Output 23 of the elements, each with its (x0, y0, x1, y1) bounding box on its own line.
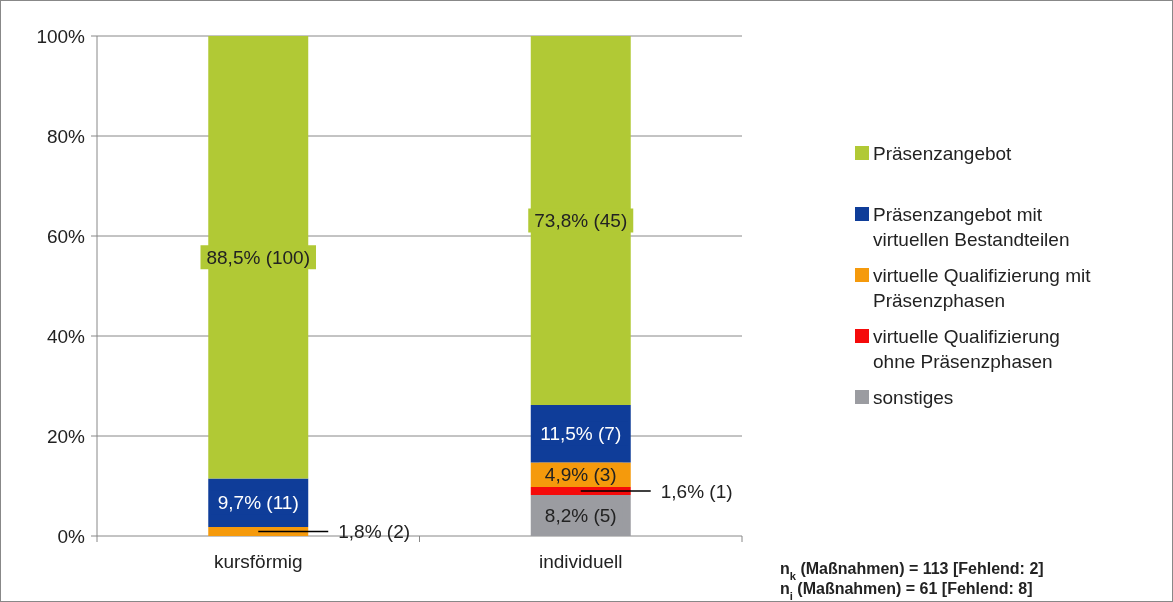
y-tick-label: 80% (46, 125, 86, 147)
y-tick-label: 60% (46, 225, 86, 247)
data-label: 11,5% (7) (540, 423, 622, 445)
data-label: 4,9% (3) (544, 464, 617, 486)
x-tick-label: kursförmig (213, 551, 303, 572)
legend-label: sonstiges (873, 386, 954, 408)
legend-label: virtuelle Qualifizierung mit Präsenzphasen (873, 264, 1092, 311)
legend-label: Präsenzangebot mit virtuellen Bestandteilen (873, 203, 1070, 250)
legend-label: Präsenzangebot (873, 142, 1013, 164)
x-tick-label: individuell (539, 551, 623, 572)
y-tick-label: 0% (57, 525, 86, 547)
y-tick-label: 40% (46, 325, 86, 347)
y-tick-label: 100% (36, 25, 86, 47)
data-label: 8,2% (5) (544, 505, 617, 526)
text: n$_{k}$ (Maßnahmen) = 113 [Fehlend: 2] (780, 560, 1044, 582)
data-label: 9,7% (11) (217, 492, 299, 514)
data-label: 88,5% (100) (206, 246, 311, 268)
legend-label: virtuelle Qualifizierung ohne Präsenzphasen (873, 325, 1060, 372)
text: n$_{i}$ (Maßnahmen) = 61 [Fehlend: 8] (780, 580, 1033, 602)
data-label: 73,8% (45) (534, 210, 628, 231)
y-tick-label: 20% (46, 425, 86, 447)
data-label: 1,6% (1) (660, 480, 733, 502)
data-label: 1,8% (2) (338, 521, 411, 542)
